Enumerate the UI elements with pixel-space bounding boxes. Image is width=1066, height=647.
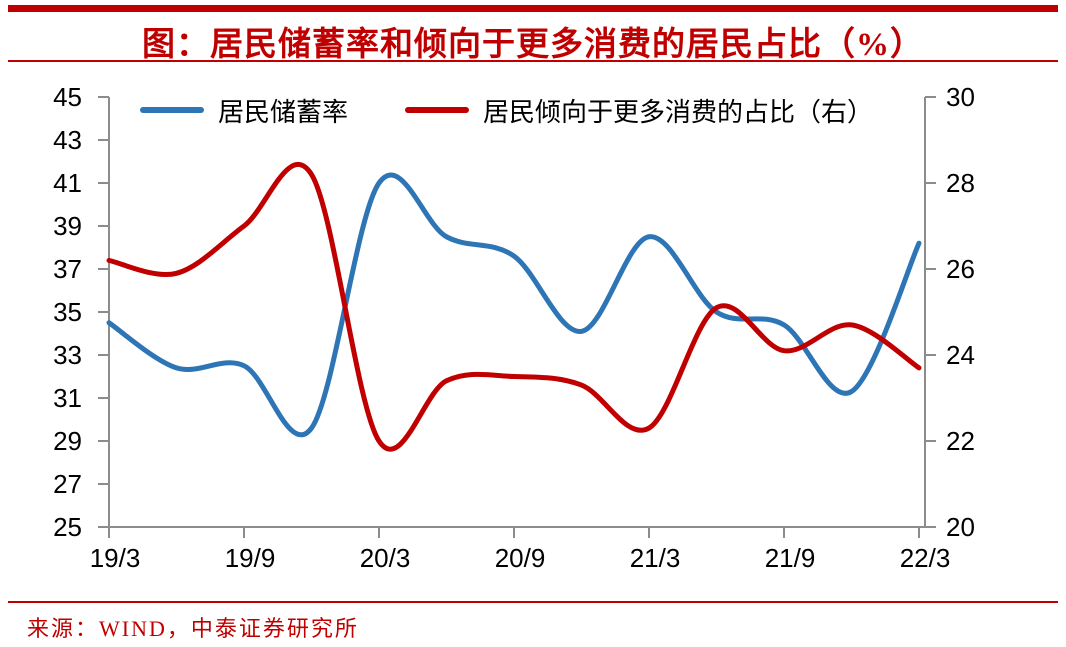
y-axis-label-left: 33 bbox=[53, 340, 82, 370]
title-divider bbox=[8, 60, 1058, 62]
x-axis-label: 20/3 bbox=[360, 543, 411, 573]
source-divider bbox=[8, 601, 1058, 603]
top-accent-bar bbox=[8, 5, 1058, 12]
y-axis-label-left: 29 bbox=[53, 426, 82, 456]
y-axis-label-right: 20 bbox=[946, 512, 975, 542]
y-axis-label-left: 43 bbox=[53, 125, 82, 155]
series-line-savings-rate bbox=[106, 172, 922, 438]
y-axis-label-left: 35 bbox=[53, 297, 82, 327]
chart-title: 图：居民储蓄率和倾向于更多消费的居民占比（%） bbox=[142, 27, 924, 63]
x-axis-label: 20/9 bbox=[495, 543, 546, 573]
x-axis-label: 19/9 bbox=[225, 543, 276, 573]
x-axis-label: 21/9 bbox=[765, 543, 816, 573]
y-axis-label-left: 45 bbox=[53, 82, 82, 112]
y-axis-label-left: 31 bbox=[53, 383, 82, 413]
x-axis-label: 19/3 bbox=[90, 543, 141, 573]
x-axis-label: 22/3 bbox=[900, 543, 951, 573]
series-line-consumption-share bbox=[106, 162, 922, 452]
y-axis-label-right: 24 bbox=[946, 340, 975, 370]
x-axis-label: 21/3 bbox=[630, 543, 681, 573]
y-axis-label-left: 39 bbox=[53, 211, 82, 241]
y-axis-label-right: 28 bbox=[946, 168, 975, 198]
y-axis-label-left: 37 bbox=[53, 254, 82, 284]
source-note: 来源：WIND，中泰证券研究所 bbox=[27, 616, 359, 641]
y-axis-label-right: 22 bbox=[946, 426, 975, 456]
y-axis-label-left: 41 bbox=[53, 168, 82, 198]
y-axis-label-left: 27 bbox=[53, 469, 82, 499]
y-axis-label-left: 25 bbox=[53, 512, 82, 542]
y-axis-label-right: 30 bbox=[946, 82, 975, 112]
y-axis-label-right: 26 bbox=[946, 254, 975, 284]
